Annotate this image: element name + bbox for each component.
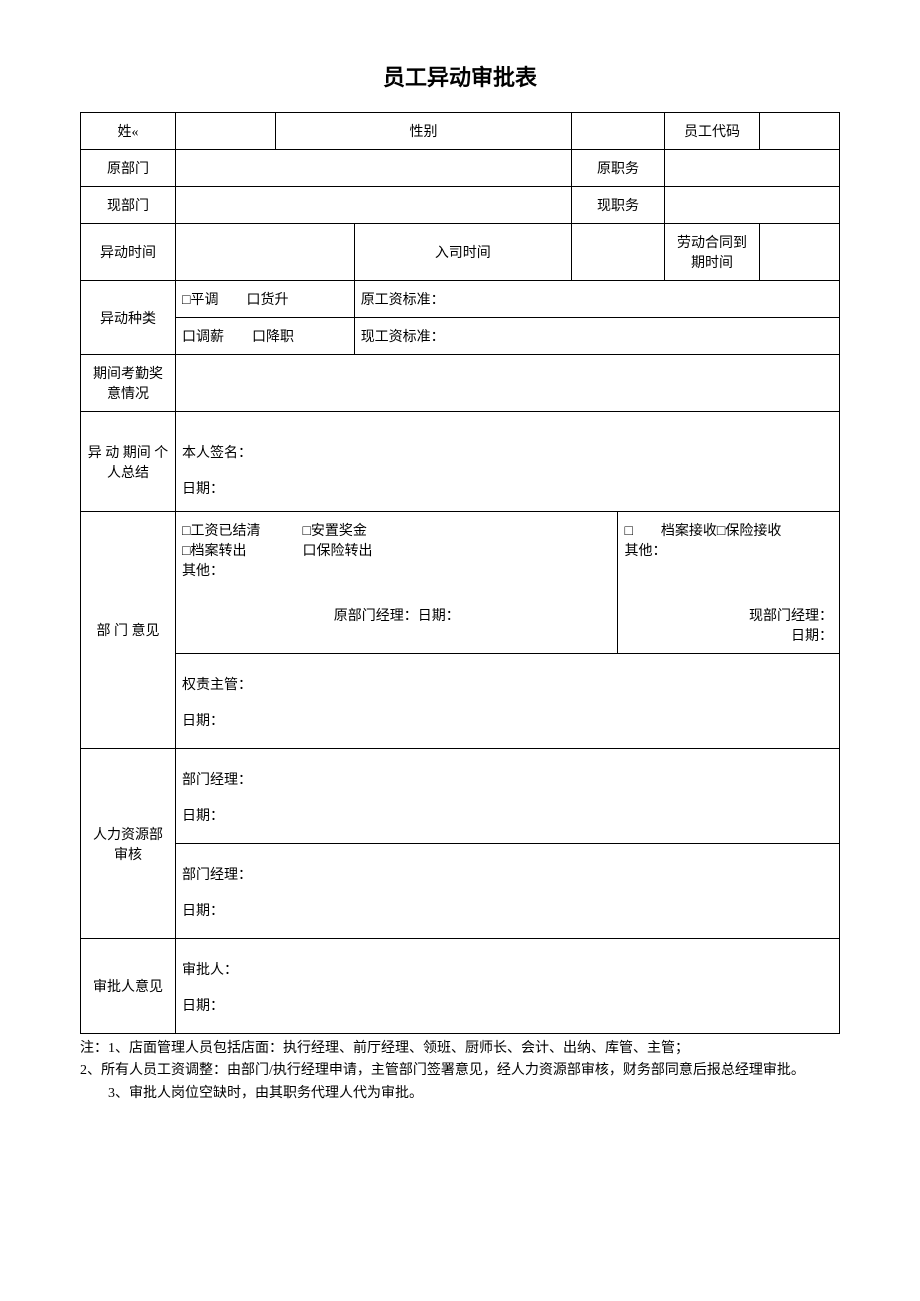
field-origpos[interactable] — [665, 150, 840, 187]
label-curdept: 现部门 — [81, 187, 176, 224]
label-jointime: 入司时间 — [354, 224, 571, 281]
deptopinion-left[interactable]: □工资已结清 □安置奖金 □档案转出 口保险转出 其他： 原部门经理：日期： — [176, 512, 618, 654]
approver-cell[interactable]: 审批人： 日期： — [176, 939, 840, 1034]
left-checks[interactable]: □工资已结清 □安置奖金 □档案转出 口保险转出 其他： — [182, 520, 611, 580]
note-1: 注：1、店面管理人员包括店面：执行经理、前厅经理、领班、厨师长、会计、出纳、库管… — [80, 1038, 840, 1060]
changetype-row2-opts[interactable]: 口调薪 口降职 — [176, 318, 355, 355]
form-title: 员工异动审批表 — [80, 60, 840, 92]
label-curpos: 现职务 — [571, 187, 664, 224]
opt-promote[interactable]: 口货升 — [246, 293, 288, 308]
label-deptopinion: 部 门 意见 — [81, 512, 176, 749]
label-contractexpiry: 劳动合同到期时间 — [665, 224, 760, 281]
changetype-row1-opts[interactable]: □平调 口货升 — [176, 281, 355, 318]
supervisor-date: 日期： — [182, 710, 833, 730]
opt-salaryadj[interactable]: 口调薪 — [182, 330, 224, 345]
supervisor-cell[interactable]: 权责主管： 日期： — [176, 654, 840, 749]
left-sig: 原部门经理：日期： — [182, 605, 611, 625]
opt-demote[interactable]: 口降职 — [252, 330, 294, 345]
right-checks[interactable]: □ 档案接收□保险接收 其他： — [624, 520, 833, 560]
notes-section: 注：1、店面管理人员包括店面：执行经理、前厅经理、领班、厨师长、会计、出纳、库管… — [80, 1038, 840, 1105]
field-empcode[interactable] — [760, 113, 840, 150]
field-name[interactable] — [176, 113, 276, 150]
hr-mgr2-cell[interactable]: 部门经理： 日期： — [176, 844, 840, 939]
field-jointime[interactable] — [571, 224, 664, 281]
hr-date2: 日期： — [182, 900, 833, 920]
field-gender[interactable] — [571, 113, 664, 150]
approver-sig: 审批人： — [182, 959, 833, 979]
label-origsalary[interactable]: 原工资标准： — [354, 281, 839, 318]
deptopinion-right[interactable]: □ 档案接收□保险接收 其他： 现部门经理： 日期： — [618, 512, 840, 654]
label-origpos: 原职务 — [571, 150, 664, 187]
field-origdept[interactable] — [176, 150, 572, 187]
note-2: 2、所有人员工资调整：由部门/执行经理申请，主管部门签署意见，经人力资源部审核，… — [80, 1060, 840, 1082]
label-cursalary[interactable]: 现工资标准： — [354, 318, 839, 355]
label-gender: 性别 — [276, 113, 572, 150]
summary-date: 日期： — [182, 478, 833, 498]
field-contractexpiry[interactable] — [760, 224, 840, 281]
label-summary: 异 动 期间 个 人总结 — [81, 412, 176, 512]
summary-sign: 本人签名： — [182, 442, 833, 462]
field-summary[interactable]: 本人签名： 日期： — [176, 412, 840, 512]
field-changetime[interactable] — [176, 224, 355, 281]
hr-date1: 日期： — [182, 805, 833, 825]
approval-table: 姓« 性别 员工代码 原部门 原职务 现部门 现职务 异动时间 入司时间 劳动合… — [80, 112, 840, 1034]
field-curpos[interactable] — [665, 187, 840, 224]
field-attendance[interactable] — [176, 355, 840, 412]
approver-date: 日期： — [182, 995, 833, 1015]
field-curdept[interactable] — [176, 187, 572, 224]
hr-mgr1: 部门经理： — [182, 769, 833, 789]
hr-mgr2: 部门经理： — [182, 864, 833, 884]
label-name: 姓« — [81, 113, 176, 150]
hr-mgr1-cell[interactable]: 部门经理： 日期： — [176, 749, 840, 844]
label-approver: 审批人意见 — [81, 939, 176, 1034]
label-changetime: 异动时间 — [81, 224, 176, 281]
note-3: 3、审批人岗位空缺时，由其职务代理人代为审批。 — [80, 1083, 840, 1105]
right-sig: 现部门经理： 日期： — [624, 605, 833, 645]
label-origdept: 原部门 — [81, 150, 176, 187]
label-changetype: 异动种类 — [81, 281, 176, 355]
label-attendance: 期间考勤奖意情况 — [81, 355, 176, 412]
label-hr: 人力资源部审核 — [81, 749, 176, 939]
label-empcode: 员工代码 — [665, 113, 760, 150]
supervisor-label: 权责主管： — [182, 674, 833, 694]
opt-transfer[interactable]: □平调 — [182, 293, 218, 308]
